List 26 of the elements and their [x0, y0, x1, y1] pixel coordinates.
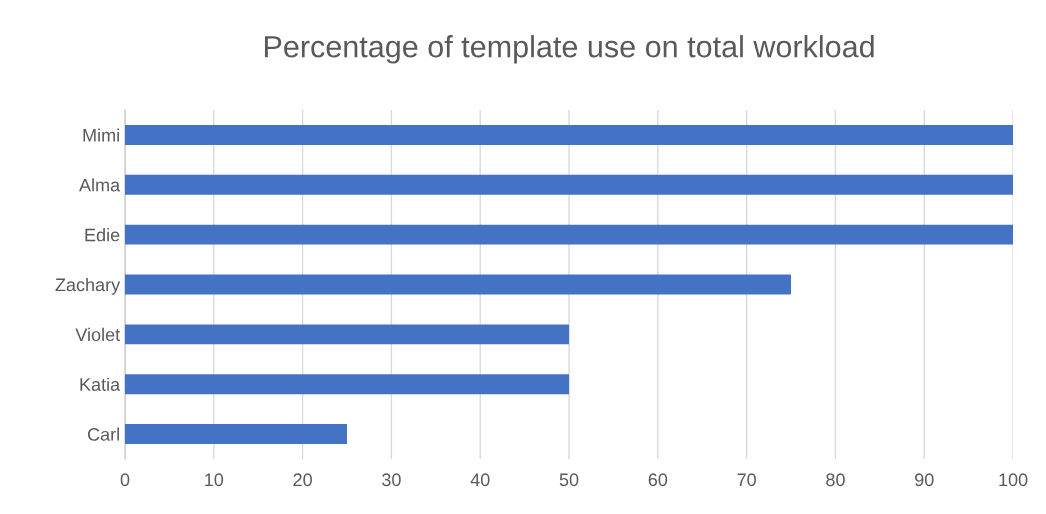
x-tick-label: 60 [648, 473, 668, 487]
bar [125, 324, 570, 345]
y-tick-label: Edie [85, 228, 120, 242]
x-tick-label: 90 [915, 473, 934, 487]
x-tick-label: 10 [205, 473, 224, 487]
chart-title: Percentage of template use on total workload [264, 35, 874, 64]
x-tick-label: 30 [382, 473, 401, 487]
y-tick-label: Carl [87, 427, 119, 441]
y-tick-label: Mimi [83, 128, 119, 142]
bar [125, 224, 1014, 245]
bar [125, 124, 1014, 145]
x-tick-label: 0 [120, 473, 130, 487]
x-tick-label: 20 [293, 473, 312, 487]
x-tick-label: 100 [999, 473, 1028, 487]
bar [125, 174, 1014, 195]
bar [125, 424, 348, 445]
x-tick-label: 40 [470, 473, 490, 487]
y-tick-label: Violet [75, 327, 120, 342]
bar [125, 274, 792, 295]
x-tick-label: 50 [559, 473, 579, 487]
y-tick-label: Alma [79, 178, 121, 192]
bar [125, 374, 570, 395]
y-tick-label: Zachary [55, 277, 121, 295]
x-tick-label: 70 [737, 473, 756, 487]
x-tick-label: 80 [826, 473, 845, 487]
y-tick-label: Katia [80, 377, 121, 391]
